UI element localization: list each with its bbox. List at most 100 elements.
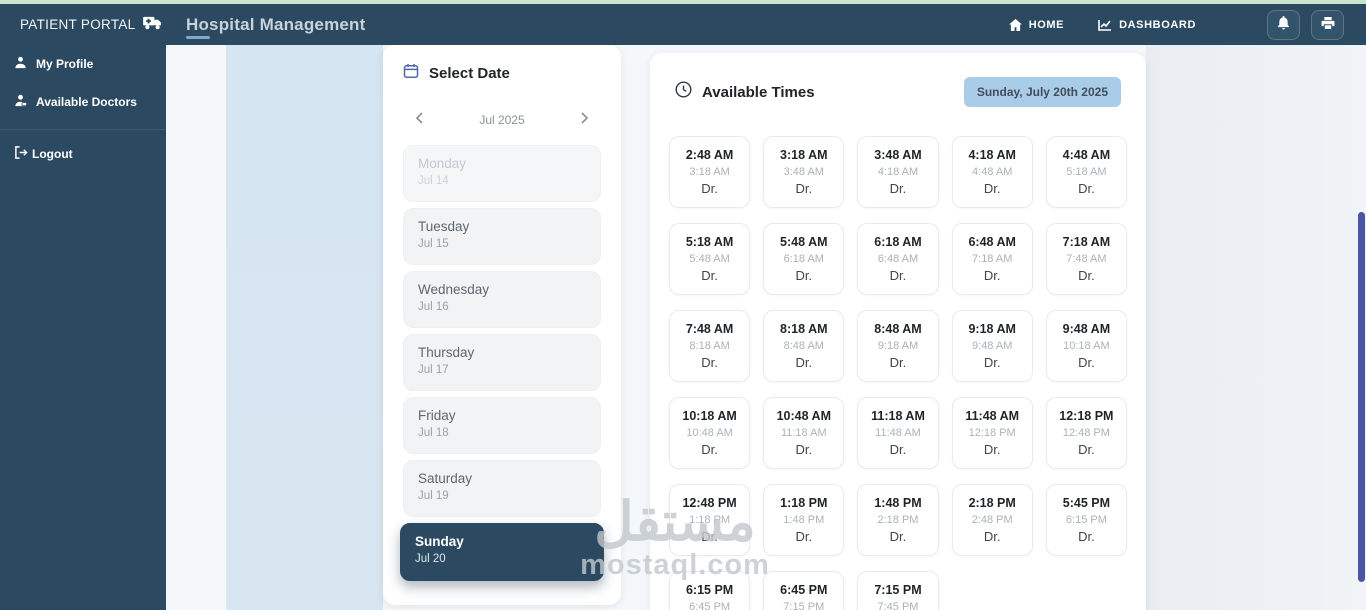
time-slot[interactable]: 1:48 PM 2:18 PM Dr. <box>857 484 939 556</box>
slot-start-time: 5:18 AM <box>685 235 734 249</box>
time-slot[interactable]: 6:18 AM 6:48 AM Dr. <box>857 223 939 295</box>
slot-doctor-label: Dr. <box>983 181 1001 196</box>
time-slot[interactable]: 10:18 AM 10:48 AM Dr. <box>669 397 751 469</box>
time-slot[interactable]: 3:48 AM 4:18 AM Dr. <box>857 136 939 208</box>
time-slot[interactable]: 2:48 AM 3:18 AM Dr. <box>669 136 751 208</box>
slot-end-time: 6:15 PM <box>1065 514 1107 526</box>
slot-end-time: 8:18 AM <box>689 340 730 352</box>
slot-start-time: 5:45 PM <box>1062 496 1111 510</box>
slot-end-time: 8:48 AM <box>783 340 824 352</box>
time-slot[interactable]: 8:18 AM 8:48 AM Dr. <box>763 310 845 382</box>
navbar: PATIENT PORTAL Hospital Management HOME <box>0 4 1366 45</box>
time-slot[interactable]: 11:18 AM 11:48 AM Dr. <box>857 397 939 469</box>
time-slot[interactable]: 12:18 PM 12:48 PM Dr. <box>1045 397 1127 469</box>
slot-start-time: 7:15 PM <box>874 583 922 597</box>
sidebar-item-my-profile[interactable]: My Profile <box>0 45 166 83</box>
slot-doctor-label: Dr. <box>1078 355 1095 370</box>
nav-links: HOME DASHBOARD <box>1008 18 1196 31</box>
day-name: Monday <box>418 156 467 171</box>
time-slot[interactable]: 2:18 PM 2:48 PM Dr. <box>951 484 1033 556</box>
slot-end-time: 5:18 AM <box>1066 166 1107 178</box>
scrollbar-thumb[interactable] <box>1358 212 1365 582</box>
day-item-saturday[interactable]: Saturday Jul 19 <box>403 460 601 517</box>
brand-label: PATIENT PORTAL <box>20 17 136 32</box>
day-item-friday[interactable]: Friday Jul 18 <box>403 397 601 454</box>
slot-start-time: 3:48 AM <box>874 148 922 162</box>
select-date-title: Select Date <box>429 65 510 82</box>
slot-end-time: 7:18 AM <box>972 253 1013 265</box>
slot-doctor-label: Dr. <box>983 355 1001 370</box>
day-item-sunday[interactable]: Sunday Jul 20 <box>400 523 604 581</box>
slot-start-time: 9:48 AM <box>1062 322 1111 336</box>
slot-end-time: 10:18 AM <box>1063 340 1110 352</box>
slot-start-time: 6:18 AM <box>874 235 922 249</box>
day-item-thursday[interactable]: Thursday Jul 17 <box>403 334 601 391</box>
slot-end-time: 3:18 AM <box>689 166 730 178</box>
slot-end-time: 11:48 AM <box>875 427 921 439</box>
day-item-monday[interactable]: Monday Jul 14 <box>403 145 601 202</box>
time-slot[interactable]: 4:48 AM 5:18 AM Dr. <box>1045 136 1127 208</box>
time-slot[interactable]: 5:45 PM 6:15 PM Dr. <box>1045 484 1127 556</box>
nav-link-dashboard[interactable]: DASHBOARD <box>1098 19 1196 31</box>
slot-end-time: 4:18 AM <box>877 166 919 178</box>
day-name: Sunday <box>415 534 464 549</box>
day-item-tuesday[interactable]: Tuesday Jul 15 <box>403 208 601 265</box>
slot-start-time: 11:18 AM <box>871 409 925 423</box>
next-month-button[interactable] <box>576 110 593 129</box>
prev-month-button[interactable] <box>411 110 428 129</box>
time-slot[interactable]: 11:48 AM 12:18 PM Dr. <box>951 397 1033 469</box>
brand[interactable]: PATIENT PORTAL <box>0 15 166 35</box>
time-slot[interactable]: 7:48 AM 8:18 AM Dr. <box>669 310 751 382</box>
app-title[interactable]: Hospital Management <box>186 14 366 34</box>
user-icon <box>14 56 27 72</box>
slot-start-time: 10:48 AM <box>776 409 831 423</box>
time-slot[interactable]: 9:18 AM 9:48 AM Dr. <box>951 310 1033 382</box>
slot-start-time: 5:48 AM <box>780 235 828 249</box>
time-slot[interactable]: 8:48 AM 9:18 AM Dr. <box>857 310 939 382</box>
logout-icon <box>14 146 28 162</box>
time-slot[interactable]: 7:18 AM 7:48 AM Dr. <box>1045 223 1127 295</box>
select-date-card: Select Date Jul 2025 Monday Jul 14 Tuesday… <box>383 45 621 605</box>
time-slot[interactable]: 9:48 AM 10:18 AM Dr. <box>1045 310 1127 382</box>
day-date: Jul 20 <box>415 553 446 565</box>
slot-doctor-label: Dr. <box>795 442 813 457</box>
slot-end-time: 4:48 AM <box>972 166 1013 178</box>
time-slot[interactable]: 4:18 AM 4:48 AM Dr. <box>951 136 1033 208</box>
logout-button[interactable]: Logout <box>0 136 166 172</box>
print-button[interactable] <box>1311 9 1344 40</box>
day-date: Jul 15 <box>418 238 449 250</box>
sidebar-item-available-doctors[interactable]: Available Doctors <box>0 83 166 121</box>
time-slot[interactable]: 1:18 PM 1:48 PM Dr. <box>763 484 845 556</box>
ambulance-icon <box>143 15 162 35</box>
day-name: Tuesday <box>418 219 470 234</box>
slot-end-time: 6:18 AM <box>783 253 824 265</box>
time-slot[interactable]: 3:18 AM 3:48 AM Dr. <box>763 136 845 208</box>
time-slot[interactable]: 6:48 AM 7:18 AM Dr. <box>951 223 1033 295</box>
slot-doctor-label: Dr. <box>889 355 907 370</box>
day-item-wednesday[interactable]: Wednesday Jul 16 <box>403 271 601 328</box>
slot-doctor-label: Dr. <box>1078 442 1095 457</box>
logout-label: Logout <box>32 147 73 161</box>
time-slot[interactable]: 5:48 AM 6:18 AM Dr. <box>763 223 845 295</box>
slot-end-time: 11:18 AM <box>780 427 827 439</box>
slot-start-time: 1:48 PM <box>874 496 922 510</box>
clock-icon <box>675 81 692 103</box>
slot-start-time: 10:18 AM <box>682 409 737 423</box>
slot-doctor-label: Dr. <box>701 268 718 283</box>
time-slots-grid: 2:48 AM 3:18 AM Dr. 3:18 AM 3:48 AM Dr. 3:48 A… <box>669 136 1127 610</box>
bell-icon <box>1277 16 1290 33</box>
slot-doctor-label: Dr. <box>795 529 813 544</box>
notifications-button[interactable] <box>1267 9 1300 40</box>
time-slot[interactable]: 10:48 AM 11:18 AM Dr. <box>763 397 845 469</box>
time-slot[interactable]: 5:18 AM 5:48 AM Dr. <box>669 223 751 295</box>
day-date: Jul 14 <box>418 175 449 187</box>
slot-start-time: 3:18 AM <box>780 148 828 162</box>
slot-doctor-label: Dr. <box>795 355 813 370</box>
nav-link-home[interactable]: HOME <box>1008 18 1064 31</box>
time-slot[interactable]: 12:48 PM 1:18 PM Dr. <box>669 484 751 556</box>
scrollbar-track[interactable] <box>1357 45 1366 610</box>
slot-start-time: 6:48 AM <box>968 235 1016 249</box>
